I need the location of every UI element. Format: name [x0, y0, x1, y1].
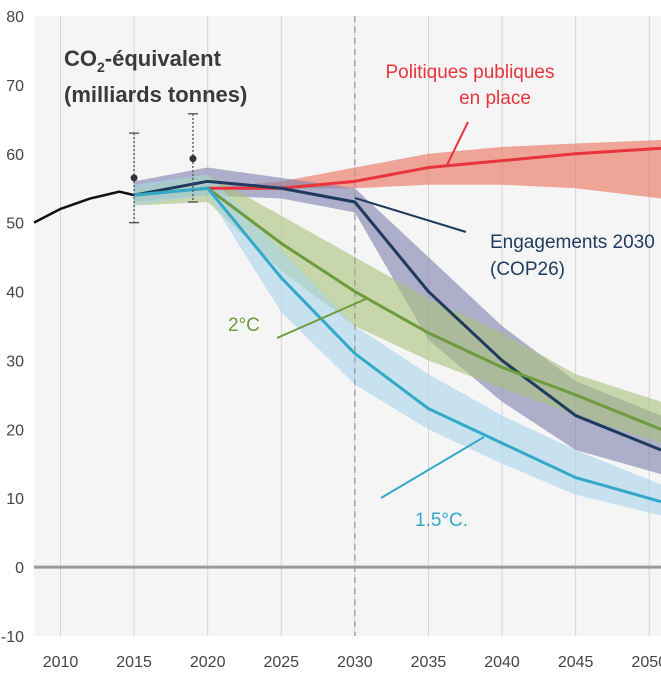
x-tick-label: 2040 [484, 654, 520, 671]
x-tick-label: 2010 [43, 654, 79, 671]
scenario-line-1 [133, 179, 661, 452]
y-tick-label: 70 [6, 78, 24, 95]
x-tick-label: 2035 [411, 654, 447, 671]
y-tick-label: 0 [15, 560, 24, 577]
x-tick-label: 2025 [263, 654, 299, 671]
axis-ticks: 201020152020202520302035204020452050-100… [1, 9, 661, 671]
observation-point [189, 155, 197, 163]
x-tick-label: 2020 [190, 654, 226, 671]
series-annotations: Politiques publiques en place Engagements … [228, 62, 655, 531]
observation-point [130, 174, 138, 182]
x-tick-label: 2045 [558, 654, 594, 671]
scenario-line-3 [133, 186, 661, 504]
historical-line [33, 190, 135, 224]
x-tick-label: 2050 [631, 654, 661, 671]
annotation-leader-2 [276, 297, 369, 339]
y-tick-label: 10 [6, 491, 24, 508]
x-tick-label: 2030 [337, 654, 373, 671]
y-tick-label: 20 [6, 422, 24, 439]
annotation-label-1: Engagements 2030 [490, 232, 655, 253]
scenario-line-2 [133, 186, 661, 431]
annotation-label-2: 2°C [228, 315, 260, 336]
annotation-leader-3 [380, 436, 485, 499]
annotation-label-0: Politiques publiques [385, 62, 554, 83]
y-tick-label: 40 [6, 285, 24, 302]
y-tick-label: 30 [6, 353, 24, 370]
y-tick-label: 60 [6, 147, 24, 164]
annotation-label-1: (COP26) [490, 259, 565, 280]
y-tick-label: 50 [6, 216, 24, 233]
chart-title-line1: CO2-équivalent [64, 46, 222, 75]
y-tick-label: -10 [1, 629, 24, 646]
annotation-label-3: 1.5°C. [415, 510, 468, 531]
y-tick-label: 80 [6, 9, 24, 26]
reference-lines [34, 16, 661, 636]
annotation-leader-1 [354, 197, 467, 233]
annotation-label-0: en place [459, 88, 531, 109]
annotation-leader-0 [445, 121, 469, 168]
x-tick-label: 2015 [116, 654, 152, 671]
observations [129, 113, 198, 224]
chart-title-line2: (milliards tonnes) [64, 82, 247, 107]
scenario-lines [33, 146, 661, 504]
annotation-leaders [276, 121, 485, 499]
